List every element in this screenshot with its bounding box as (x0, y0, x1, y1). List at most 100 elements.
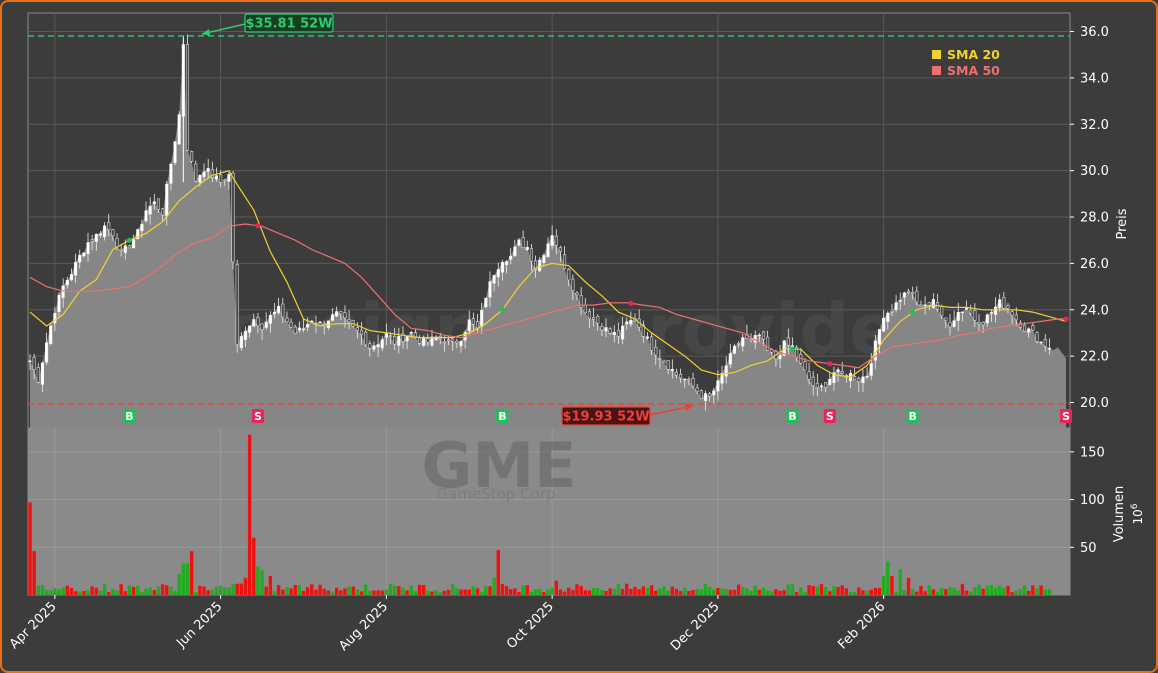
volume-bar (620, 589, 625, 595)
candle-down (235, 264, 239, 346)
candle-down (600, 326, 604, 331)
volume-bar (567, 587, 571, 595)
volume-bars (28, 434, 1052, 595)
volume-bar (107, 592, 111, 595)
candle-down (940, 305, 944, 317)
candle-up (886, 312, 890, 322)
candle-down (185, 44, 190, 151)
volume-bar (848, 591, 853, 595)
volume-bar (977, 584, 981, 595)
volume-bar (678, 591, 683, 595)
volume-bar (753, 585, 757, 595)
candle-down (190, 151, 194, 162)
candles (28, 34, 1051, 411)
volume-bar (948, 587, 952, 595)
volume-bar (616, 583, 621, 595)
buy-signal-badge (496, 409, 509, 423)
candle-up (306, 323, 310, 328)
candle-up (123, 245, 127, 253)
volume-bar (509, 589, 513, 595)
volume-bar (94, 587, 99, 595)
volume-bar (492, 577, 496, 595)
legend: SMA 20 SMA 50 (932, 47, 1000, 78)
candle-down (417, 337, 422, 344)
candle-up (865, 375, 869, 378)
candle-up (376, 344, 380, 348)
volume-bar (757, 589, 762, 595)
candle-down (658, 357, 662, 360)
candle-up (49, 325, 53, 344)
volume-bar (28, 502, 32, 595)
volume-bar (102, 584, 107, 595)
candle-down (554, 235, 558, 246)
volume-bar (612, 588, 617, 595)
date-tick-label: Apr 2025 (7, 599, 60, 652)
candle-up (509, 255, 513, 260)
volume-bar (778, 590, 782, 595)
volume-bar (525, 585, 529, 595)
volume-bar (910, 589, 915, 595)
candle-up (923, 304, 927, 307)
candle-down (654, 346, 658, 356)
candle-down (857, 378, 861, 382)
volume-bar (1039, 585, 1043, 595)
volume-bar (807, 585, 811, 595)
volume-bar (256, 566, 260, 595)
volume-bar (935, 591, 940, 595)
candle-up (272, 311, 277, 315)
volume-bar (388, 583, 393, 595)
candle-up (98, 233, 102, 236)
low-52w-annotation: $19.93 52W (561, 403, 693, 426)
candle-up (782, 340, 786, 356)
volume-bar (674, 588, 679, 595)
candle-down (666, 360, 670, 370)
volume-bar (529, 591, 534, 595)
buy-signal-label: B (908, 410, 916, 423)
candle-up (741, 337, 745, 347)
volume-bar (500, 583, 505, 595)
candle-down (455, 340, 459, 344)
volume-bar (210, 589, 215, 595)
candle-up (434, 336, 438, 341)
close-area (30, 44, 1066, 428)
volume-bar (127, 585, 132, 595)
candle-up (828, 378, 832, 385)
buy-signal-label: B (788, 410, 796, 423)
candle-up (538, 259, 542, 272)
price-axis-ticks: 20.0 22.0 24.0 26.0 28.0 30.0 32.0 34.0 36.0 (1070, 25, 1109, 411)
volume-bar (558, 589, 563, 595)
volume-bar (152, 590, 157, 595)
volume-bar (434, 590, 438, 595)
volume-bar (359, 591, 364, 595)
volume-bar (724, 588, 728, 595)
price-tick-label: 28.0 (1080, 211, 1109, 226)
candle-down (695, 387, 699, 392)
buy-signal-dot (126, 237, 133, 243)
candle-up (57, 294, 61, 312)
volume-bar (413, 591, 418, 595)
buy-signal-badge (786, 409, 799, 423)
volume-bar (61, 587, 65, 595)
volume-bar (923, 591, 927, 595)
candle-down (679, 374, 683, 379)
volume-bar (513, 588, 517, 595)
candle-up (1047, 347, 1051, 350)
volume-bar (939, 588, 944, 595)
candle-up (227, 174, 231, 182)
candle-up (335, 311, 339, 317)
candle-down (811, 376, 815, 386)
date-tick-label: Oct 2025 (504, 599, 557, 652)
candle-up (484, 297, 488, 308)
sell-signal-badge (1060, 409, 1072, 423)
candle-down (223, 179, 227, 182)
candle-up (1027, 328, 1031, 333)
candle-down (219, 174, 223, 183)
volume-bar (131, 586, 136, 595)
volume-bar (140, 592, 144, 595)
candle-down (596, 315, 600, 324)
volume-bar (683, 587, 687, 595)
candle-up (985, 314, 989, 324)
candle-down (981, 322, 985, 326)
volume-bar (604, 591, 608, 595)
candle-down (616, 330, 620, 337)
